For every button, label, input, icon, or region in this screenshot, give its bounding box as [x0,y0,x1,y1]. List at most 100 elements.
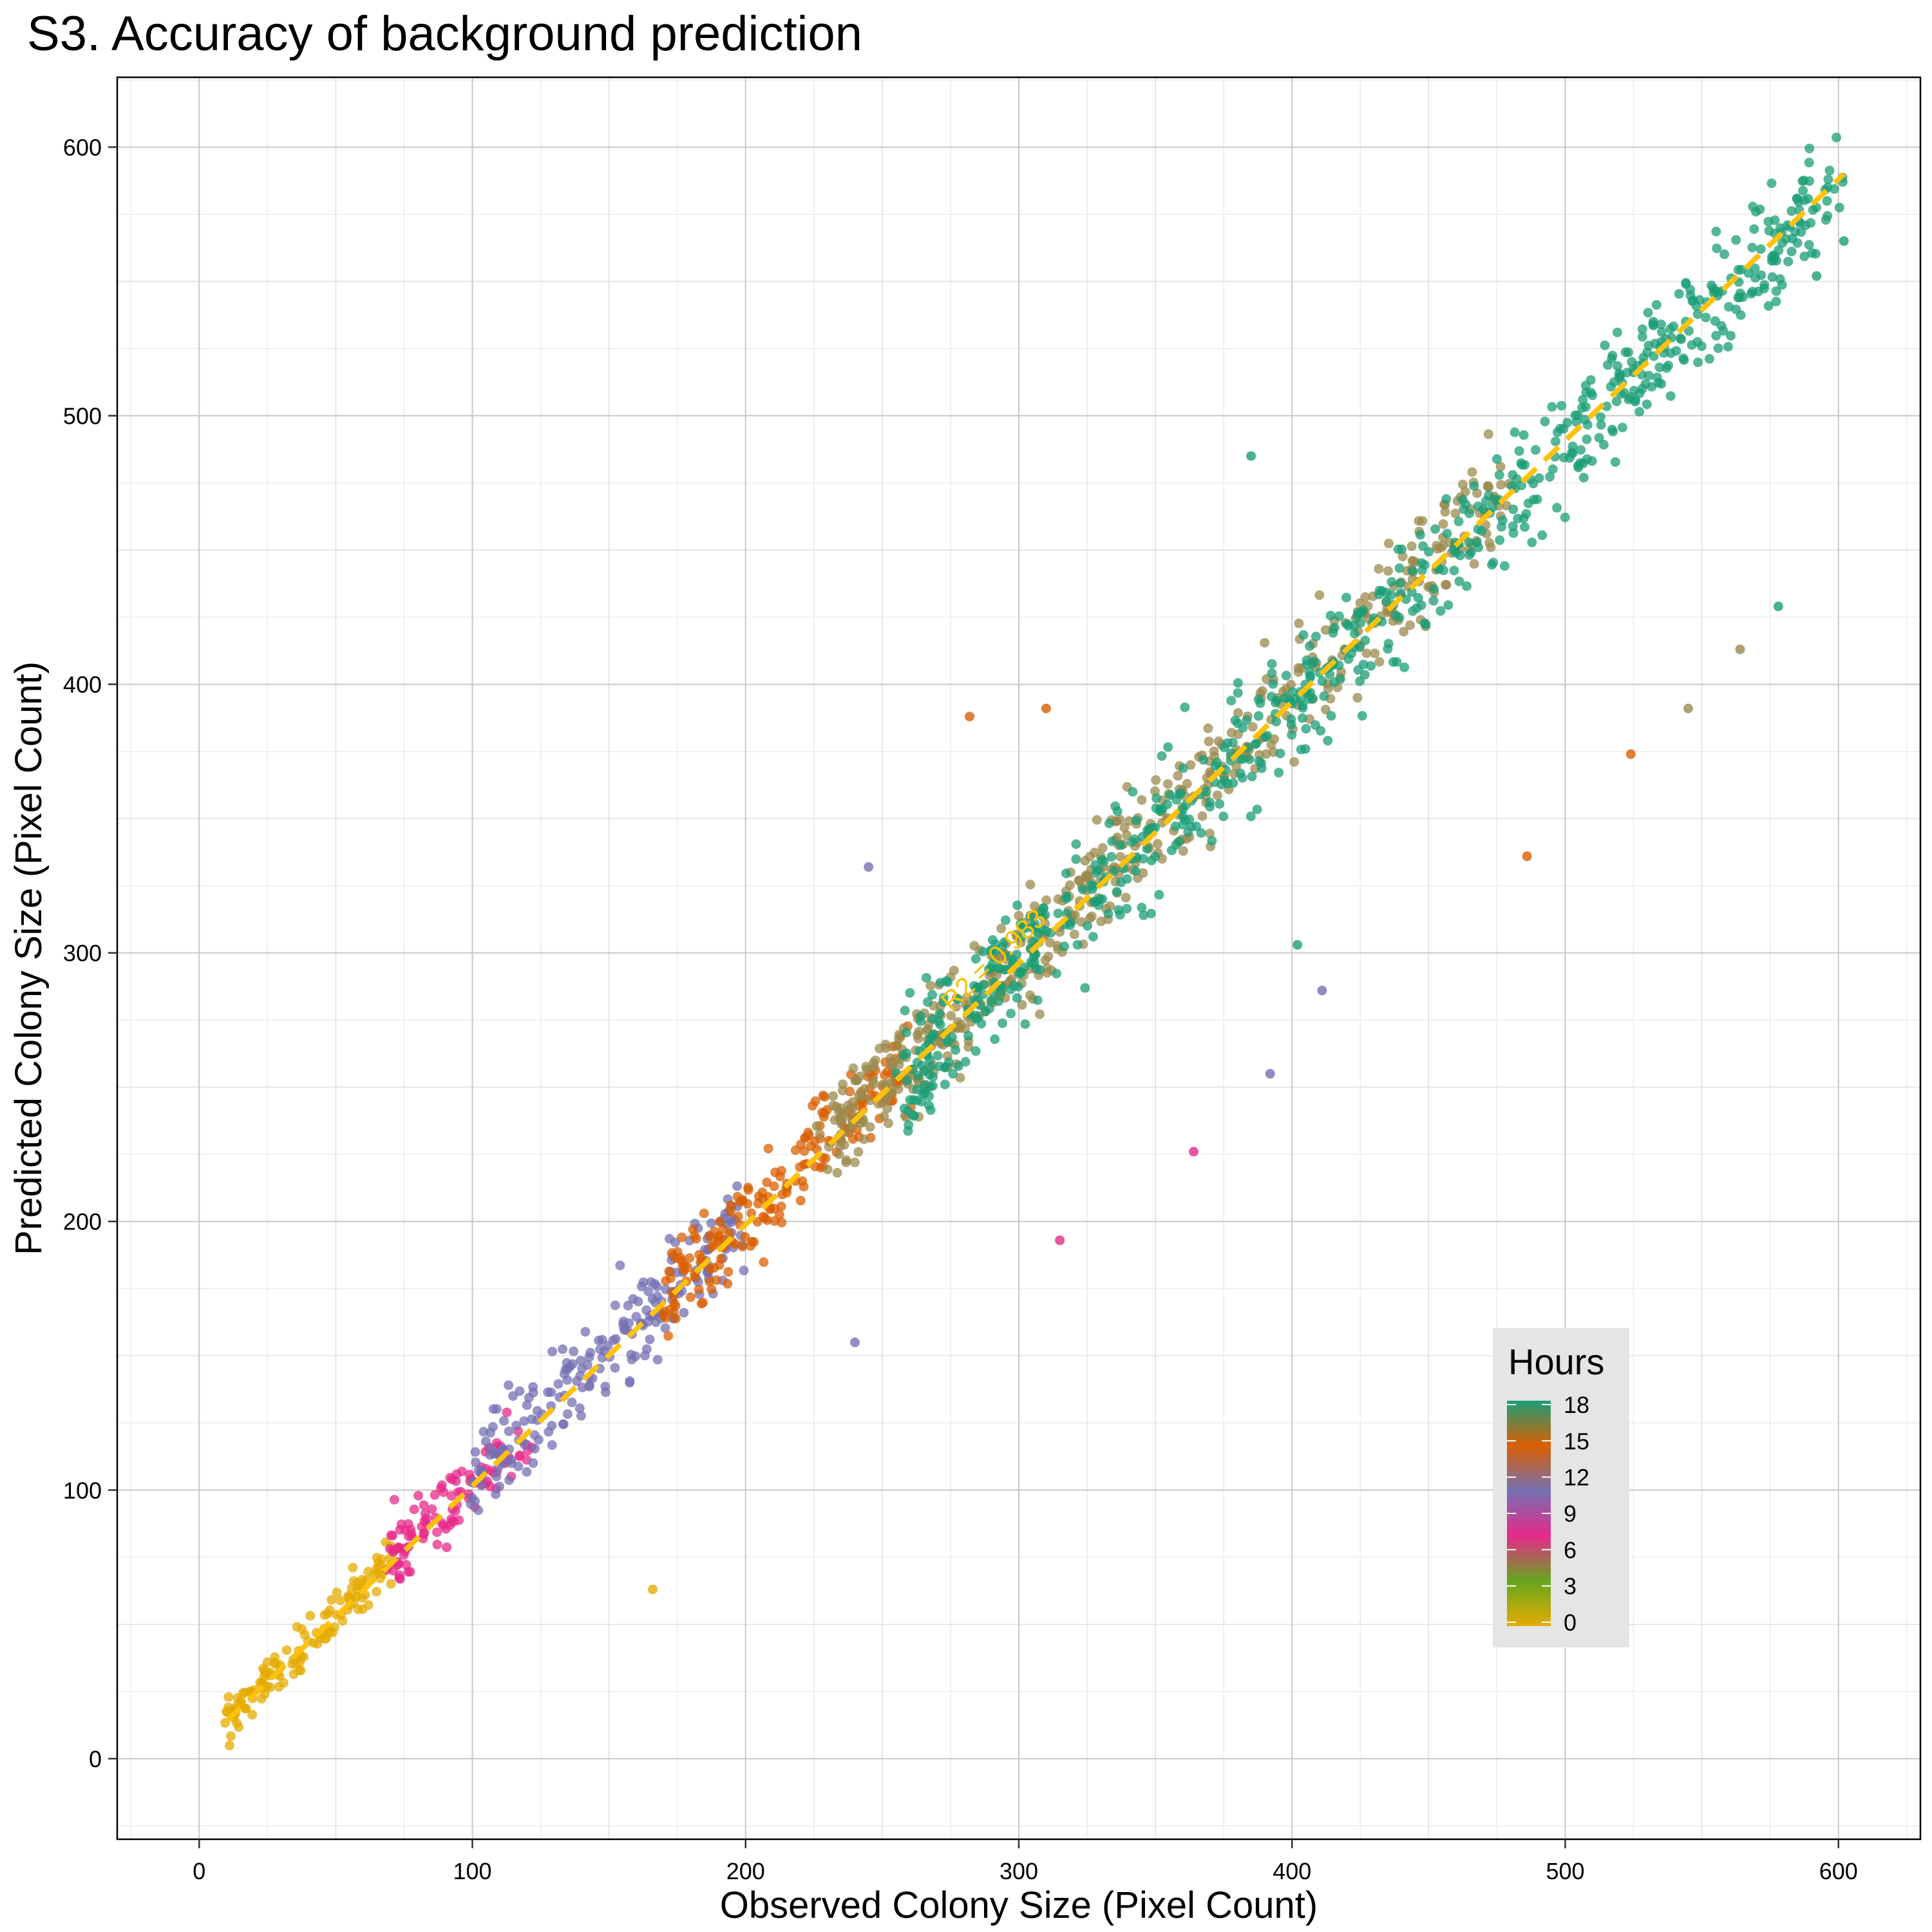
data-point [753,1198,763,1209]
data-point [848,1103,858,1113]
data-point [777,1166,787,1176]
series-9 [466,1181,749,1515]
data-point [1097,843,1108,853]
data-point [1178,819,1188,829]
data-point [1440,507,1450,517]
data-point [1165,790,1175,800]
data-point [875,1043,885,1054]
legend-label: 18 [1564,1392,1589,1418]
data-point [486,1428,496,1438]
data-point [1014,969,1025,980]
data-point [1731,235,1741,245]
data-point [562,1358,572,1368]
data-point [952,994,963,1004]
data-point [1711,330,1721,341]
data-point [1683,326,1694,336]
data-point [990,1034,1000,1045]
series-0 [220,1537,399,1750]
data-point [1473,542,1484,553]
data-point [386,1578,396,1589]
data-point [562,1409,573,1419]
data-point [1128,786,1138,797]
data-point [1450,508,1461,518]
data-point [1496,480,1506,490]
data-point [1494,470,1504,480]
data-point [953,1061,963,1072]
data-point [1294,618,1304,629]
y-axis-label: Predicted Colony Size (Pixel Count) [8,661,50,1255]
data-point [597,1352,607,1363]
data-point [696,1298,706,1309]
data-point [567,1397,577,1408]
data-point [1244,754,1255,764]
data-point [1530,445,1540,455]
data-point [925,981,936,991]
data-point [1733,265,1743,275]
data-point [1397,551,1408,562]
data-point [1137,795,1147,805]
data-point [1281,670,1291,681]
data-point [1174,790,1184,800]
data-point [299,1652,309,1662]
data-point [713,1236,723,1246]
data-point [1083,921,1093,931]
data-point [348,1562,358,1573]
data-point [1454,576,1464,587]
data-point [1464,550,1475,560]
data-point [594,1335,604,1345]
data-point [740,1232,750,1242]
data-point [1061,868,1071,878]
data-point [1267,659,1277,669]
data-point [762,1177,772,1188]
data-point [1449,565,1459,576]
data-point [508,1391,518,1401]
data-point [1027,958,1037,969]
data-point [942,976,952,986]
data-point [1012,900,1023,911]
data-point [491,1472,502,1482]
data-point [1122,830,1132,840]
data-point [955,1072,965,1083]
data-point [1274,768,1284,778]
data-point [963,1030,974,1041]
data-point [1319,691,1329,701]
data-point [723,1267,734,1277]
data-point [1406,587,1417,597]
data-point [1774,245,1784,255]
data-point [978,947,988,957]
data-point [1612,327,1622,337]
data-point [1454,516,1464,527]
data-point [427,1504,437,1514]
data-point [1122,874,1132,884]
data-point [1829,184,1839,194]
data-point [584,1381,594,1392]
data-point [608,1335,618,1345]
data-point [971,954,981,964]
data-point [1016,932,1027,942]
data-point [994,963,1005,974]
data-point [1510,427,1520,437]
y-tick-label: 100 [63,1477,102,1504]
data-point [1441,580,1452,590]
data-point [1822,196,1832,206]
data-point [491,1404,502,1414]
data-point [1286,714,1296,724]
data-point [1461,499,1471,509]
data-point [1832,133,1842,143]
data-point [504,1475,515,1485]
data-point [914,1027,924,1037]
x-tick-label: 500 [1546,1858,1584,1884]
data-point [574,1403,585,1414]
data-point [470,1496,480,1506]
data-point [513,1461,524,1472]
data-point [454,1515,464,1525]
data-point [368,1571,379,1581]
data-point [405,1567,415,1577]
data-point [758,1211,768,1222]
data-point [915,1016,925,1027]
data-point [1746,289,1756,299]
data-point [1656,319,1666,330]
data-point [1394,612,1405,623]
data-point [1602,401,1612,412]
outlier-point [965,712,975,722]
